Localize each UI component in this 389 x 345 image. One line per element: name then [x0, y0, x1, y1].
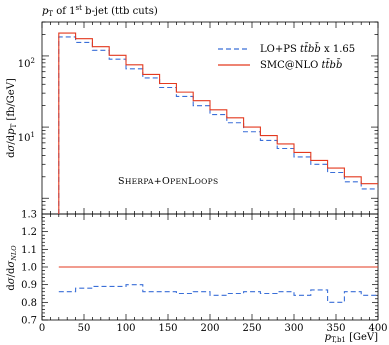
x-tick-label: 250 [242, 323, 261, 334]
main-ylabel: dσ/dpT [fb/GeV] [6, 78, 18, 158]
legend: LO+PS tt̄bb̄ x 1.65 SMC@NLO tt̄bb̄ [218, 43, 355, 71]
main-series-smc-nlo [58, 32, 378, 214]
x-tick-label: 50 [78, 323, 91, 334]
ratio-series-lo-ps [58, 284, 378, 303]
chart-title: pT of 1st b-jet (ttb cuts) [42, 4, 158, 18]
ratio-axis-ticks: 0.7 0.8 0.9 1.0 1.1 1.2 1.3 0 50 100 150 200 250 300 3… [21, 210, 387, 335]
x-tick-label: 350 [326, 323, 345, 334]
generator-annotation: SHERPA+OPENLOOPS [118, 176, 218, 187]
ratio-y-tick-label: 0.8 [21, 298, 37, 309]
ratio-y-tick-label: 1.0 [21, 263, 37, 274]
x-tick-label: 150 [158, 323, 177, 334]
x-tick-label: 300 [284, 323, 303, 334]
x-tick-label: 200 [200, 323, 219, 334]
y-tick-label-10: 101 [18, 131, 35, 144]
ratio-y-tick-label: 0.7 [21, 316, 37, 327]
ratio-y-tick-label: 1.3 [21, 210, 37, 221]
x-tick-label: 0 [39, 323, 45, 334]
ratio-y-tick-label: 0.9 [21, 280, 37, 291]
ratio-ylabel: dσ/dσNLO [6, 245, 18, 291]
ratio-y-tick-label: 1.1 [21, 245, 37, 256]
x-tick-label: 400 [368, 323, 387, 334]
legend-label-smc-nlo: SMC@NLO tt̄bb̄ [260, 59, 342, 71]
series-layer [58, 32, 378, 303]
ratio-y-tick-label: 1.2 [21, 227, 37, 238]
legend-label-lo-ps: LO+PS tt̄bb̄ x 1.65 [260, 43, 355, 55]
main-axis-ticks [41, 21, 379, 215]
y-tick-label-100: 102 [18, 57, 35, 70]
x-tick-label: 100 [116, 323, 135, 334]
x-axis-title: pT,b1 [GeV] [325, 332, 378, 344]
